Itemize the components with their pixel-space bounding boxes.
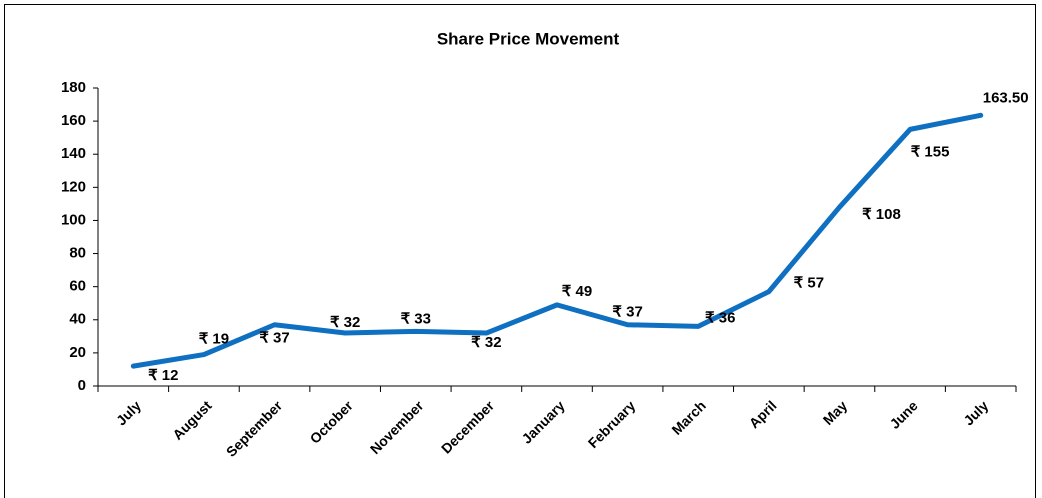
x-tick-label: June <box>886 397 921 432</box>
x-tick-label: May <box>820 397 851 428</box>
x-tick-label: December <box>438 397 498 457</box>
data-label: ₹ 12 <box>148 367 178 384</box>
y-tick-label: 0 <box>78 377 86 394</box>
data-label: ₹ 36 <box>705 309 735 326</box>
line <box>130 112 984 369</box>
data-label: ₹ 37 <box>259 330 289 347</box>
x-tick-label: November <box>367 397 427 457</box>
y-tick-label: 80 <box>69 245 86 262</box>
data-label: ₹ 155 <box>911 143 950 160</box>
data-label: ₹ 19 <box>199 331 229 348</box>
x-tick-label: January <box>518 397 567 446</box>
y-tick-label: 140 <box>61 145 86 162</box>
x-tick-label: August <box>169 397 215 443</box>
y-tick-label: 160 <box>61 112 86 129</box>
frame <box>4 4 1036 498</box>
data-label: ₹ 33 <box>401 310 431 327</box>
y-tick-label: 20 <box>69 344 86 361</box>
x-tick-label: April <box>746 397 780 431</box>
chart-title: Share Price Movement <box>437 29 620 48</box>
data-label: ₹ 37 <box>612 304 642 321</box>
data-label: ₹ 32 <box>330 314 360 331</box>
data-label: ₹ 49 <box>562 283 592 300</box>
x-tick-label: February <box>585 397 639 451</box>
y-tick-label: 60 <box>69 278 86 295</box>
data-label: ₹ 32 <box>471 334 501 351</box>
data-label: 163.50 <box>983 89 1029 106</box>
y-tick-label: 40 <box>69 311 86 328</box>
y-tick-label: 180 <box>61 79 86 96</box>
y-tick-label: 100 <box>61 211 86 228</box>
data-label: ₹ 57 <box>794 275 824 292</box>
y-tick-label: 120 <box>61 178 86 195</box>
x-tick-label: October <box>307 397 357 447</box>
x-tick-label: July <box>960 397 991 428</box>
x-tick-label: July <box>113 397 144 428</box>
x-tick-label: September <box>223 397 286 460</box>
data-label: ₹ 108 <box>862 206 901 223</box>
x-tick-label: March <box>668 397 708 437</box>
